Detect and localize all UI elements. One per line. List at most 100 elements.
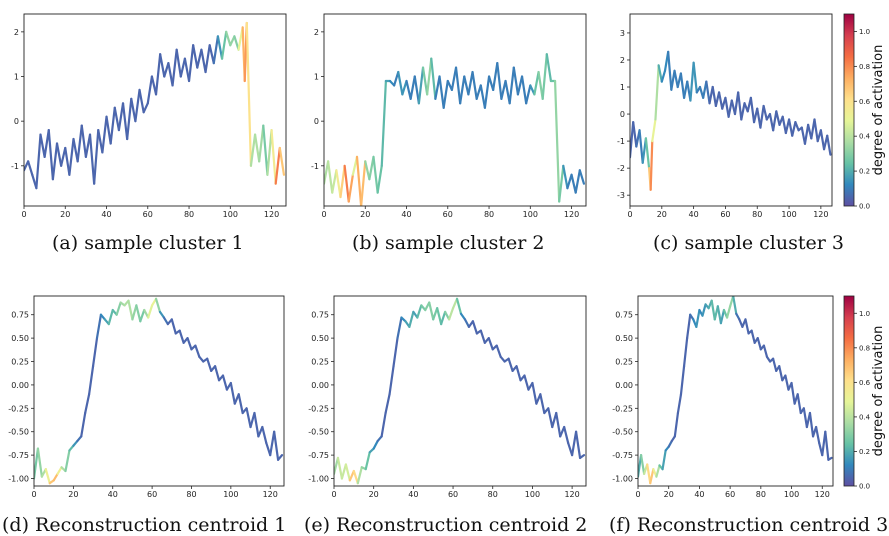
chart-panel-3: 0 20 40 60 80 100 120 -3 -2 -1 0 1 2 3	[617, 13, 833, 219]
series-segment	[147, 304, 154, 319]
panel-caption: (b) sample cluster 2	[352, 232, 545, 254]
y-tick-label: -1	[617, 137, 625, 146]
series-segment	[388, 365, 395, 396]
series-segment	[258, 124, 265, 163]
series-segment	[270, 128, 277, 185]
y-tick-label: 0.50	[11, 334, 29, 343]
x-tick-label: 0	[627, 210, 632, 219]
series-segment	[276, 454, 284, 461]
y-tick-label: 0.50	[311, 334, 329, 343]
series-segment	[171, 48, 178, 87]
chart-panel-5: 0 20 40 60 80 100 120 -1.00 -0.75 -0.50 -0.25 0.00 0…	[308, 295, 587, 499]
series-segment	[547, 407, 554, 429]
series-segment	[80, 411, 87, 438]
plot-frame	[23, 13, 287, 207]
series-segment	[179, 57, 187, 78]
series-segment	[339, 164, 346, 199]
colorbar-tick-label: 0.4	[859, 413, 871, 421]
series-segment	[750, 329, 756, 344]
series-segment	[496, 62, 503, 100]
colorbar-tick-label: 0.4	[859, 133, 871, 141]
series-segment	[200, 48, 207, 74]
series-segment	[450, 66, 458, 92]
series-segment	[553, 79, 561, 203]
x-tick-label: 20	[360, 210, 370, 219]
series-segment	[162, 316, 169, 326]
series-segment	[710, 299, 716, 321]
series-segment	[436, 307, 443, 326]
series-segment	[55, 142, 63, 167]
y-tick-label: 0	[314, 117, 319, 126]
colorbar-label: degree of activation	[871, 45, 886, 176]
x-tick-label: 80	[752, 210, 762, 219]
y-tick-label: 0.25	[11, 358, 29, 367]
x-tick-label: 0	[21, 210, 26, 219]
series-segment	[134, 88, 141, 123]
series-segment	[47, 128, 54, 181]
series-segment	[344, 463, 351, 482]
series-segment	[679, 365, 686, 396]
y-tick-label: 2	[620, 56, 625, 65]
series-segment	[324, 160, 330, 185]
series-segment	[335, 169, 342, 199]
series-segment	[744, 318, 750, 335]
panel-caption: (e) Reconstruction centroid 2	[304, 514, 588, 536]
x-tick-label: 60	[143, 210, 153, 219]
series-segment	[327, 160, 334, 194]
series-segment	[392, 337, 399, 368]
series-segment	[84, 393, 91, 415]
series-segment	[237, 393, 244, 415]
colorbar-tick-label: 0.2	[859, 168, 870, 176]
series-segment	[194, 344, 201, 358]
series-segment	[467, 70, 474, 96]
y-tick-label: -0.50	[612, 428, 633, 437]
series-segment	[206, 357, 213, 372]
series-segment	[525, 84, 532, 105]
series-segment	[827, 456, 833, 461]
y-tick-label: 1	[620, 83, 625, 92]
colorbar-1: 0.0 0.2 0.4 0.6 0.8 1.0 degree of activation	[843, 13, 886, 211]
series-segment	[44, 468, 51, 485]
series-segment	[154, 297, 162, 314]
x-tick-label: 40	[108, 490, 118, 499]
colorbar-tick-label: 1.0	[859, 28, 870, 36]
plot-frame	[637, 295, 834, 487]
series-segment	[463, 75, 470, 96]
series-segment	[732, 296, 738, 315]
x-tick-label: 20	[657, 210, 667, 219]
series-segment	[360, 160, 367, 206]
series-segment	[413, 75, 420, 105]
y-tick-label: -0.25	[612, 404, 633, 413]
series-segment	[440, 310, 447, 326]
series-segment	[130, 97, 137, 123]
series-segment	[725, 305, 732, 319]
x-tick-label: 60	[443, 210, 453, 219]
y-tick-label: 0.75	[11, 311, 29, 320]
series-segment	[428, 301, 435, 321]
series-segment	[126, 97, 133, 141]
series-segment	[711, 85, 717, 108]
series-segment	[775, 110, 781, 126]
series-line	[630, 50, 832, 191]
series-segment	[417, 66, 425, 105]
series-segment	[661, 449, 667, 471]
series-segment	[221, 374, 229, 391]
series-segment	[127, 299, 134, 321]
series-segment	[578, 169, 586, 185]
series-segment	[689, 61, 695, 102]
series-segment	[781, 115, 787, 135]
series-segment	[35, 133, 42, 190]
series-segment	[791, 121, 797, 137]
y-tick-label: 1	[314, 73, 319, 82]
series-segment	[516, 75, 524, 96]
series-segment	[364, 451, 371, 471]
y-tick-label: 0.75	[615, 311, 633, 320]
series-segment	[705, 80, 711, 105]
series-segment	[266, 128, 273, 176]
colorbar-tick-label: 0.2	[859, 448, 870, 456]
series-segment	[93, 128, 100, 185]
series-line	[24, 21, 286, 190]
series-segment	[384, 393, 391, 415]
series-segment	[803, 123, 810, 145]
